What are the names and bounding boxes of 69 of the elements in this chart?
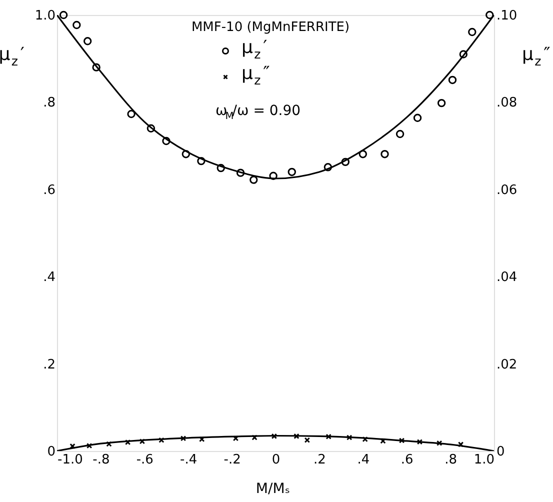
point bbox=[180, 435, 186, 442]
point bbox=[459, 50, 468, 58]
point bbox=[232, 435, 239, 442]
point bbox=[182, 150, 190, 158]
point bbox=[236, 168, 245, 177]
point bbox=[127, 110, 136, 118]
x-tick-label: .8 bbox=[444, 452, 458, 468]
chart-title: MMF-10 (MgMnFERRITE) bbox=[191, 20, 350, 35]
y2-tick-label: .06 bbox=[496, 182, 518, 198]
point bbox=[197, 156, 206, 166]
point bbox=[437, 98, 446, 108]
y-tick-label: .8 bbox=[43, 96, 56, 111]
x-tick-label: 1.0 bbox=[474, 452, 494, 468]
point bbox=[124, 439, 131, 446]
x-tick-label: 0 bbox=[272, 452, 280, 468]
x-tick-label: -.4 bbox=[180, 452, 198, 468]
point bbox=[436, 440, 442, 446]
point bbox=[416, 438, 423, 445]
point bbox=[341, 158, 350, 166]
point bbox=[106, 441, 112, 447]
point bbox=[269, 172, 278, 180]
point bbox=[86, 442, 92, 449]
y2-tick-label: .04 bbox=[496, 270, 518, 286]
point bbox=[380, 438, 386, 444]
point bbox=[358, 150, 368, 158]
y-tick-label: .2 bbox=[43, 357, 56, 372]
point bbox=[346, 434, 352, 440]
point bbox=[70, 443, 76, 450]
point bbox=[448, 76, 457, 84]
x-tick-label: -.6 bbox=[136, 452, 154, 468]
point bbox=[216, 164, 225, 172]
point bbox=[380, 150, 389, 158]
point bbox=[92, 63, 100, 72]
point bbox=[468, 28, 476, 36]
point bbox=[158, 437, 164, 443]
y2-tick-label: .02 bbox=[496, 357, 518, 372]
x-tick-label: .6 bbox=[400, 452, 414, 468]
point bbox=[162, 136, 170, 146]
point bbox=[362, 436, 368, 442]
point bbox=[72, 20, 81, 30]
point bbox=[198, 436, 205, 442]
y2-tick-label: .10 bbox=[496, 8, 518, 24]
point bbox=[304, 437, 310, 443]
point bbox=[250, 176, 258, 184]
x-tick-label: -1.0 bbox=[58, 452, 83, 468]
point bbox=[59, 10, 68, 20]
point bbox=[252, 434, 258, 440]
y2-tick-label: .08 bbox=[496, 96, 518, 111]
y-tick-label: .6 bbox=[43, 182, 56, 198]
point bbox=[146, 124, 156, 132]
y-tick-label: .4 bbox=[43, 270, 56, 286]
point bbox=[326, 434, 332, 440]
x-tick-label: -.2 bbox=[224, 452, 241, 468]
point bbox=[396, 130, 404, 138]
x-tick-label: .4 bbox=[357, 452, 370, 468]
x-tick-label: .2 bbox=[313, 452, 326, 468]
y-tick-label: 1.0 bbox=[34, 8, 56, 24]
point bbox=[413, 114, 422, 122]
point bbox=[83, 37, 92, 46]
point bbox=[294, 433, 300, 440]
point bbox=[324, 163, 332, 172]
point bbox=[398, 438, 405, 444]
x-axis-title: M/Mₛ bbox=[256, 481, 290, 497]
point bbox=[458, 442, 464, 448]
point bbox=[139, 438, 146, 444]
point bbox=[288, 168, 296, 176]
x-tick-label: -.8 bbox=[92, 452, 110, 468]
point bbox=[271, 433, 278, 440]
line-series bbox=[57, 434, 494, 451]
